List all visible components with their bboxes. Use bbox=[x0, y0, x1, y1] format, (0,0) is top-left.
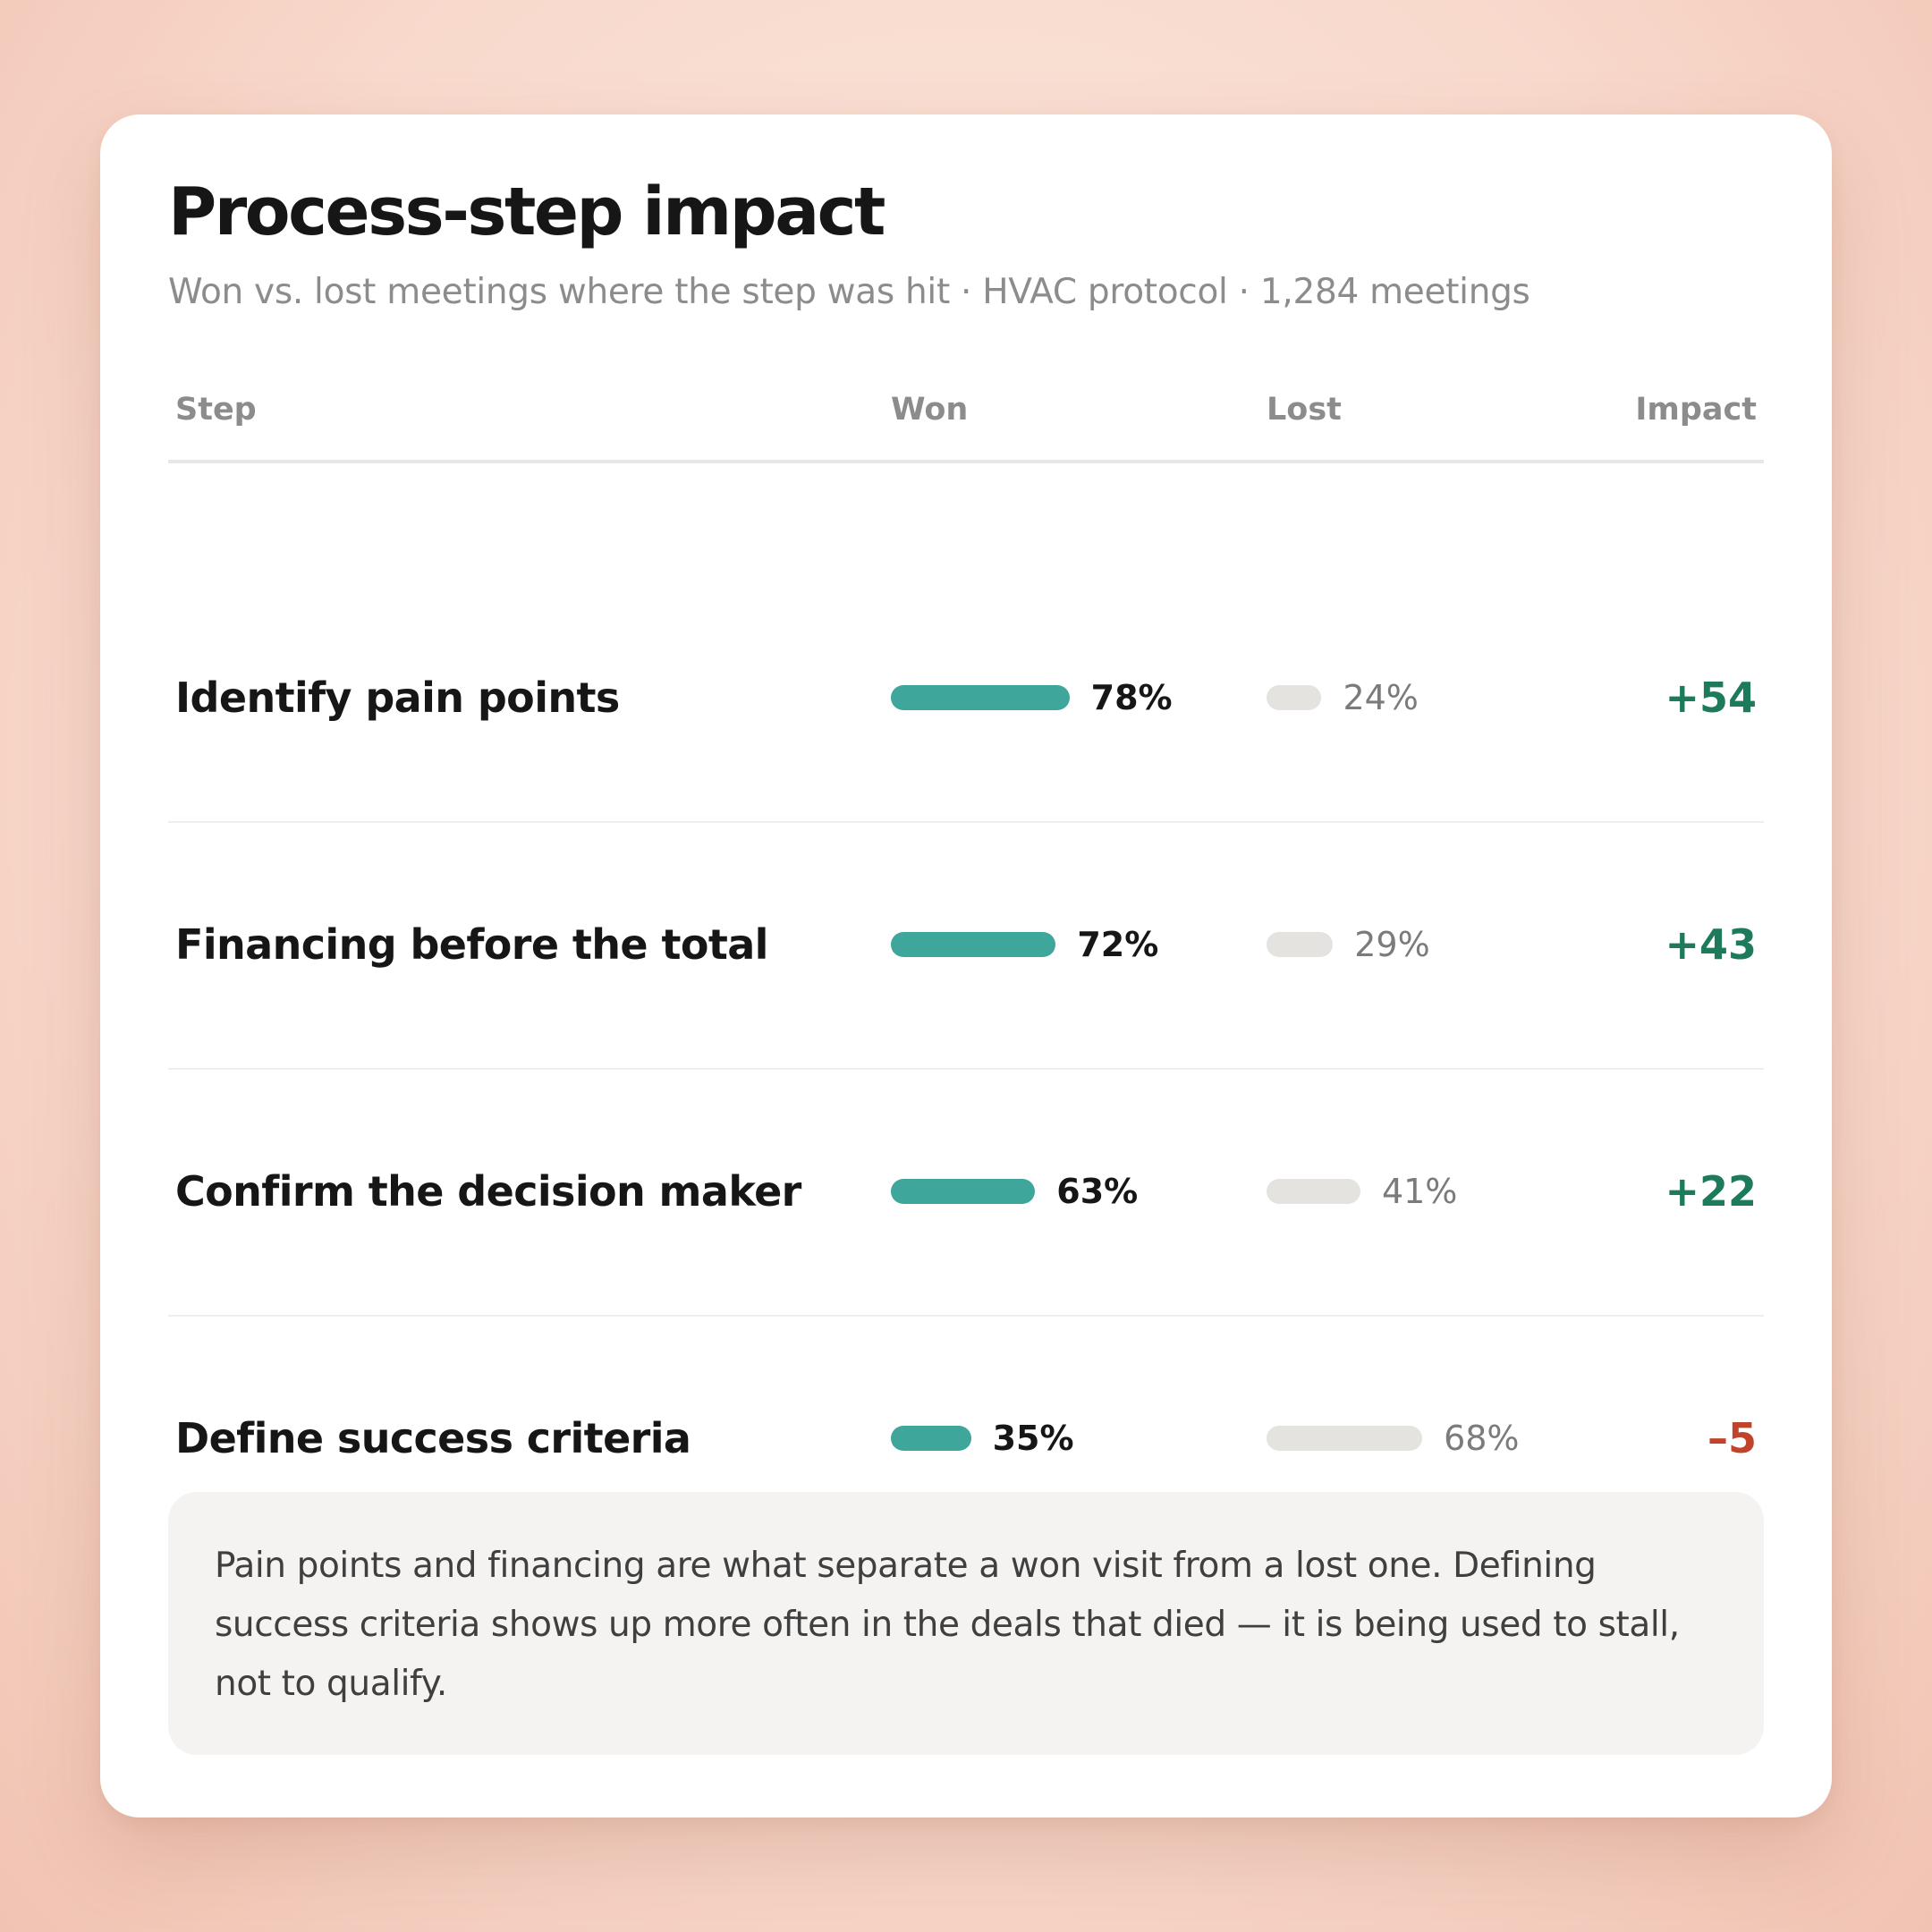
lost-percent: 68% bbox=[1444, 1419, 1520, 1458]
impact-card: Process-step impact Won vs. lost meeting… bbox=[100, 114, 1832, 1818]
lost-cell: 24% bbox=[1267, 678, 1419, 717]
table-row: Define success criteria 35% 68% –5 bbox=[168, 1315, 1764, 1562]
won-bar bbox=[891, 932, 1056, 957]
lost-bar bbox=[1267, 685, 1322, 710]
table-row: Financing before the total 72% 29% +43 bbox=[168, 821, 1764, 1070]
won-bar bbox=[891, 1426, 971, 1451]
table-row: Identify pain points 78% 24% +54 bbox=[168, 574, 1764, 823]
won-cell: 35% bbox=[891, 1419, 1074, 1458]
impact-value: +43 bbox=[1665, 920, 1757, 969]
impact-value: –5 bbox=[1707, 1414, 1757, 1462]
won-cell: 78% bbox=[891, 678, 1173, 717]
lost-cell: 29% bbox=[1267, 925, 1430, 964]
insight-callout: Pain points and financing are what separ… bbox=[168, 1492, 1764, 1755]
lost-percent: 24% bbox=[1343, 678, 1419, 717]
lost-bar bbox=[1267, 1179, 1360, 1204]
won-percent: 78% bbox=[1090, 678, 1173, 717]
won-percent: 63% bbox=[1056, 1172, 1139, 1211]
step-label: Confirm the decision maker bbox=[175, 1167, 801, 1216]
lost-bar bbox=[1267, 1426, 1423, 1451]
won-cell: 72% bbox=[891, 925, 1158, 964]
step-label: Define success criteria bbox=[175, 1414, 691, 1462]
lost-cell: 41% bbox=[1267, 1172, 1457, 1211]
page-title: Process-step impact bbox=[168, 174, 886, 250]
column-header-step: Step bbox=[175, 392, 257, 428]
step-label: Financing before the total bbox=[175, 920, 768, 969]
won-bar bbox=[891, 685, 1070, 710]
lost-bar bbox=[1267, 932, 1334, 957]
won-bar bbox=[891, 1179, 1036, 1204]
lost-cell: 68% bbox=[1267, 1419, 1520, 1458]
won-cell: 63% bbox=[891, 1172, 1138, 1211]
won-percent: 72% bbox=[1077, 925, 1159, 964]
column-header-lost: Lost bbox=[1267, 392, 1342, 428]
impact-value: +22 bbox=[1665, 1167, 1757, 1216]
impact-value: +54 bbox=[1665, 674, 1757, 722]
column-header-impact: Impact bbox=[1635, 392, 1757, 428]
page-subtitle: Won vs. lost meetings where the step was… bbox=[168, 272, 1530, 312]
table-row: Confirm the decision maker 63% 41% +22 bbox=[168, 1068, 1764, 1317]
won-percent: 35% bbox=[992, 1419, 1074, 1458]
column-header-won: Won bbox=[891, 392, 969, 428]
step-label: Identify pain points bbox=[175, 674, 620, 722]
lost-percent: 41% bbox=[1381, 1172, 1458, 1211]
insight-text: Pain points and financing are what separ… bbox=[215, 1546, 1680, 1704]
lost-percent: 29% bbox=[1354, 925, 1430, 964]
table-header: Step Won Lost Impact bbox=[168, 392, 1764, 463]
